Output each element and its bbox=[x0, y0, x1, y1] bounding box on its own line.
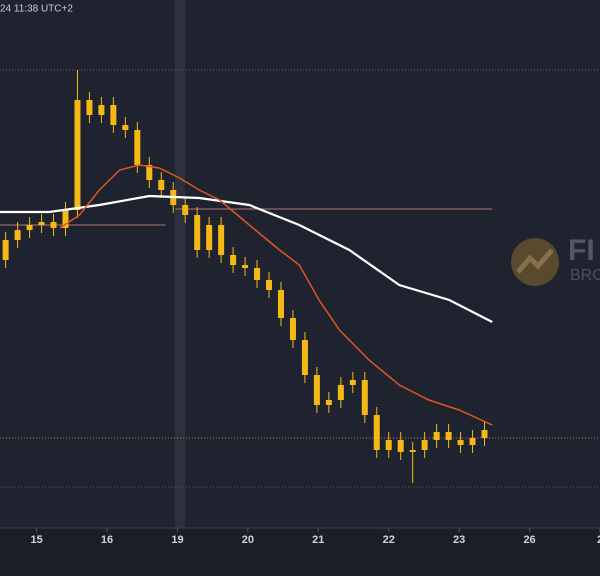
candle-body bbox=[373, 415, 380, 450]
candle-body bbox=[409, 450, 416, 452]
candle-body bbox=[445, 432, 452, 440]
candle-body bbox=[457, 440, 464, 445]
x-tick-label: 26 bbox=[523, 534, 535, 546]
candle-body bbox=[266, 280, 273, 290]
candle-body bbox=[361, 380, 368, 415]
candle-body bbox=[337, 385, 344, 400]
x-tick-label: 15 bbox=[30, 534, 42, 546]
moving-average bbox=[59, 164, 493, 426]
candle-body bbox=[98, 105, 105, 115]
candle-body bbox=[313, 375, 320, 405]
candle-body bbox=[230, 255, 237, 265]
watermark-sub: BRO bbox=[570, 267, 600, 284]
candle-body bbox=[301, 340, 308, 375]
candle-body bbox=[481, 430, 488, 438]
candle-body bbox=[182, 205, 189, 215]
candle-body bbox=[397, 440, 404, 452]
candle-body bbox=[86, 100, 93, 115]
x-tick-label: 23 bbox=[453, 534, 465, 546]
candle-body bbox=[254, 268, 261, 280]
x-tick-label: 21 bbox=[312, 534, 324, 546]
candle-body bbox=[433, 432, 440, 440]
x-tick-label: 20 bbox=[242, 534, 254, 546]
watermark-main: FI bbox=[568, 234, 595, 267]
candle-body bbox=[50, 222, 57, 228]
candle-body bbox=[62, 210, 69, 228]
candle-body bbox=[421, 440, 428, 450]
candle-body bbox=[206, 225, 213, 250]
candle-body bbox=[469, 438, 476, 445]
candle-body bbox=[289, 318, 296, 340]
candle-body bbox=[14, 230, 21, 240]
candle-body bbox=[218, 225, 225, 255]
candle-body bbox=[242, 265, 249, 268]
logo-icon bbox=[516, 248, 554, 274]
candle-body bbox=[122, 125, 129, 130]
x-axis-bar bbox=[0, 528, 600, 576]
candle-body bbox=[134, 130, 141, 165]
candle-body bbox=[74, 100, 81, 210]
candle-body bbox=[385, 440, 392, 450]
header-text: 24 11:38 UTC+2 bbox=[0, 4, 73, 15]
x-tick-label: 19 bbox=[171, 534, 183, 546]
watermark: FI BRO bbox=[511, 234, 600, 286]
candle-body bbox=[158, 180, 165, 190]
candle-body bbox=[38, 222, 45, 225]
candle-body bbox=[277, 290, 284, 318]
candle-body bbox=[325, 400, 332, 405]
x-tick-label: 16 bbox=[101, 534, 113, 546]
candle-body bbox=[146, 165, 153, 180]
candle-body bbox=[194, 215, 201, 250]
candle-body bbox=[110, 105, 117, 125]
candle-body bbox=[26, 225, 33, 230]
x-tick-label: 2 bbox=[597, 534, 600, 546]
crosshair-band bbox=[175, 0, 185, 528]
moving-average bbox=[0, 194, 493, 323]
candle-body bbox=[2, 240, 9, 260]
candle-body bbox=[349, 380, 356, 385]
x-tick-label: 22 bbox=[383, 534, 395, 546]
